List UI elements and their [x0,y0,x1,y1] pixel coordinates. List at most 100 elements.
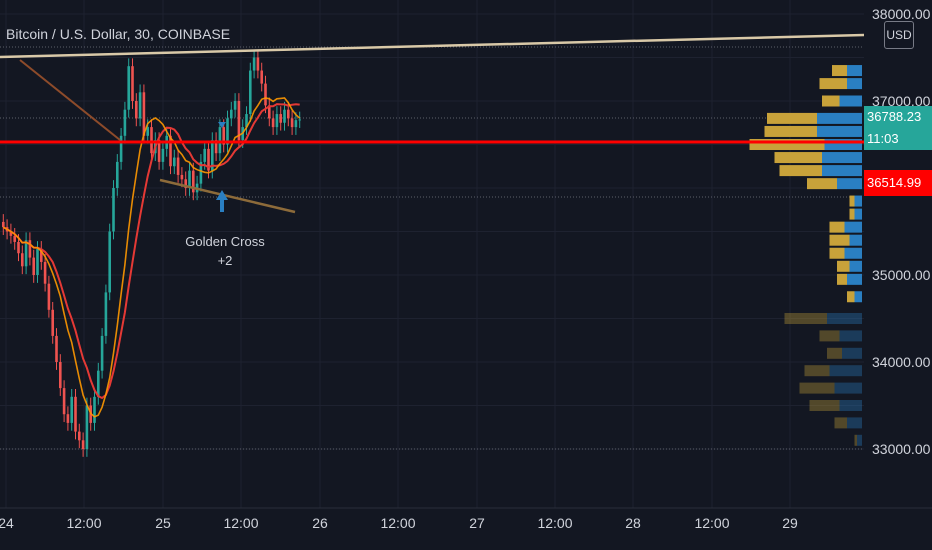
candle-body [260,70,263,84]
time-tick-label: 28 [625,515,641,531]
candle-body [81,440,85,449]
candle-body [176,157,180,175]
volume-profile-bar-sell [849,234,862,246]
candle-body [256,57,260,71]
volume-profile-bar-sell [839,95,862,107]
volume-profile-bar-sell [844,247,862,259]
candle-body [184,179,187,188]
candle-body [138,92,142,119]
candle-body [287,109,290,119]
volume-profile-bar-sell [827,313,862,324]
candle-body [252,57,256,71]
candle-body [157,140,161,162]
volume-profile-bar-buy [774,152,822,164]
candle-body [207,148,210,171]
time-axis[interactable]: 24 12:00 25 12:00 26 12:00 27 12:00 28 12:00 29 [0,507,932,531]
candle-body [47,283,51,310]
time-tick-label: 12:00 [537,515,572,531]
volume-profile-bar-sell [847,273,862,285]
volume-profile-bar-sell [829,365,862,377]
slow-moving-average [2,103,300,400]
candle-body [59,362,62,389]
candle-body [123,109,127,136]
volume-profile-bar-buy [829,221,845,233]
time-tick-label: 24 [0,515,14,531]
volume-profile-bar-sell [854,195,862,207]
candle-body [245,114,248,128]
candle-body [78,431,81,441]
candle-body [17,241,20,254]
resistance-trend-line [0,33,865,59]
price-tick-label: 34000.00 [872,354,931,370]
price-tick-label: 37000.00 [872,93,931,109]
candle-body [298,119,301,121]
volume-profile-bar-buy [849,208,855,220]
candle-body [97,370,100,397]
candle-body [180,174,184,180]
candle-body [85,405,89,449]
currency-button[interactable]: USD [884,21,914,49]
candle-body [150,127,153,154]
candle-body [279,114,282,123]
candle-body [268,105,271,119]
candle-body [135,101,138,119]
volume-profile-bar-buy [829,247,845,259]
candle-body [173,157,176,167]
candle-body [100,335,104,371]
volume-profile-bar-sell [817,125,862,137]
volume-profile-bar-buy [779,165,822,177]
volume-profile-bar-sell [847,417,862,429]
candle-body [188,170,191,188]
candle-body [161,148,165,162]
volume-profile-bar-buy [809,400,840,411]
golden-cross-label: Golden Cross +2 [180,234,270,268]
volume-profile-bar-buy [837,260,850,272]
fast-moving-average [2,97,301,418]
time-tick-label: 25 [155,515,171,531]
countdown-tag: 11:03 [864,128,932,150]
volume-profile-bar-buy [854,434,857,446]
candle-body [112,188,115,232]
candle-body [226,118,229,145]
volume-profile-bar-buy [847,291,855,303]
volume-profile-bar-sell [857,434,862,446]
volume-profile-bar-sell [842,347,862,359]
last-price-tag: 36788.23 [864,106,932,128]
candle-body [264,83,267,106]
price-axis[interactable]: 38000.00 37000.00 35000.00 34000.00 33000.00 [864,0,932,508]
volume-profile-bar-buy [832,65,847,77]
volume-profile-bar-sell [854,291,862,303]
descending-trend-line [19,59,121,141]
volume-profile-bar-buy [749,139,825,150]
candle-body [43,261,47,284]
candle-body [62,388,66,415]
signal-arrows [216,122,228,212]
time-tick-label: 27 [469,515,485,531]
volume-profile-bar-buy [804,365,830,377]
signal-marker [218,122,226,128]
candle-body [36,248,39,275]
grid [0,0,864,508]
price-axis-background [864,0,932,508]
candle-body [93,396,96,423]
candle-body [40,248,43,262]
volume-profile-bar-sell [834,382,862,394]
candle-body [214,140,218,154]
volume-profile-bar-buy [764,125,817,137]
volume-profile-bar-sell [824,139,862,150]
price-tick-label: 35000.00 [872,267,931,283]
candle-body [55,335,58,362]
time-tick-label: 26 [312,515,328,531]
candle-body [271,118,275,128]
volume-profile-bar-sell [847,65,862,77]
volume-profile-bar-buy [849,195,855,207]
red-line-price-tag: 36514.99 [864,170,932,196]
candle-body [13,235,16,242]
volume-profile-bar-sell [837,178,862,190]
golden-cross-text: Golden Cross [185,234,265,249]
candle-body [131,66,134,101]
support-trend-line [159,178,296,214]
moving-averages [2,97,301,418]
